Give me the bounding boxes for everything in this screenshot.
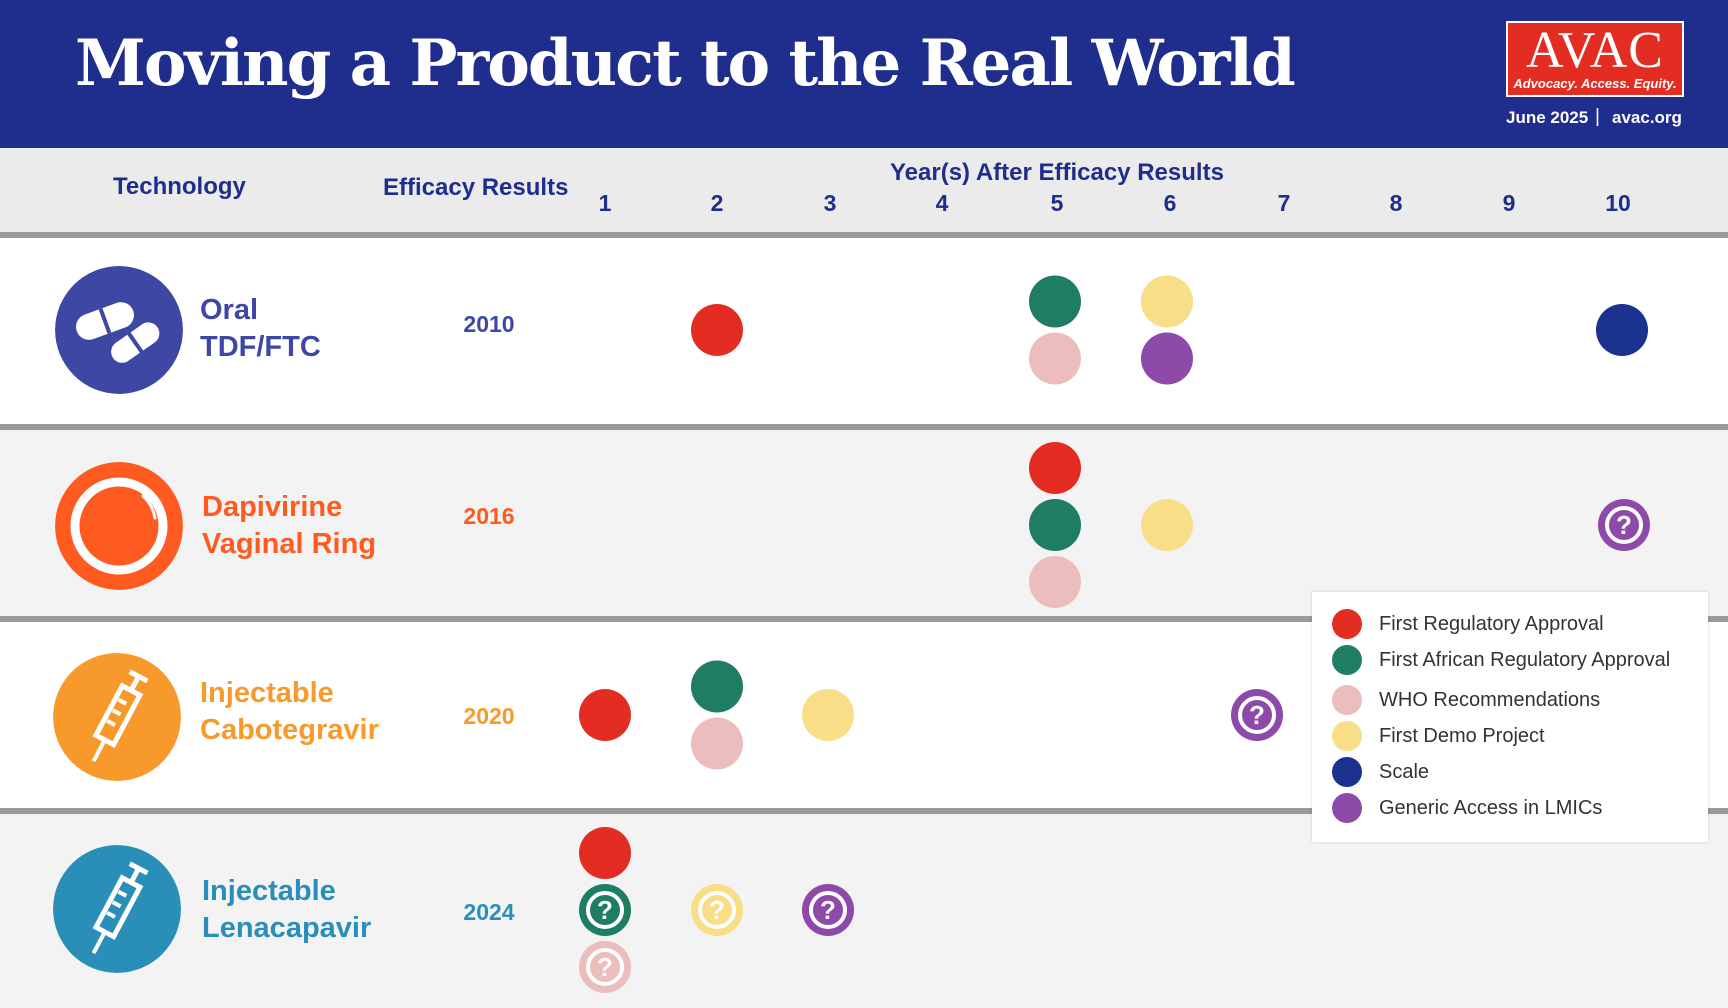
header-banner: Moving a Product to the Real World AVAC … [0, 0, 1728, 148]
technology-name-line: TDF/FTC [200, 331, 321, 363]
legend-swatch [1332, 685, 1362, 715]
legend-item: First Regulatory Approval [1332, 606, 1712, 642]
row-divider [0, 616, 1728, 622]
efficacy-year: 2024 [463, 899, 515, 925]
year-tick-label: 5 [1050, 190, 1064, 216]
column-header-bar: Technology Efficacy Results Year(s) Afte… [0, 148, 1728, 232]
logo-tagline: Advocacy. Access. Equity. [1513, 76, 1677, 91]
legend-swatch [1332, 645, 1362, 675]
year-tick-label: 7 [1277, 190, 1291, 216]
technology-column-header: Technology [113, 173, 246, 200]
legend-label: WHO Recommendations [1379, 689, 1601, 711]
logo-name: AVAC [1526, 22, 1664, 79]
publication-date: June 2025 [1506, 108, 1589, 127]
legend-item: Generic Access in LMICs [1332, 790, 1712, 826]
legend-item: Scale [1332, 754, 1712, 790]
legend-item: WHO Recommendations [1332, 682, 1712, 718]
technology-name-line: Oral [200, 294, 259, 326]
year-tick-label: 9 [1502, 190, 1516, 216]
year-tick-label: 6 [1163, 190, 1177, 216]
efficacy-year: 2016 [463, 503, 515, 529]
row-divider [0, 424, 1728, 430]
year-tick-label: 10 [1605, 190, 1631, 216]
legend-swatch [1332, 757, 1362, 787]
row-dapivirine-ring [0, 430, 1728, 616]
technology-name-line: Cabotegravir [200, 714, 379, 746]
legend: First Regulatory Approval First African … [1312, 592, 1708, 842]
efficacy-year: 2010 [463, 311, 515, 337]
years-axis-title: Year(s) After Efficacy Results [890, 159, 1224, 186]
row-injectable-lenacapavir [0, 814, 1728, 1008]
legend-item: First African Regulatory Approval [1332, 642, 1712, 678]
technology-name-line: Injectable [200, 677, 334, 709]
legend-swatch [1332, 609, 1362, 639]
year-tick-label: 3 [823, 190, 837, 216]
year-tick-label: 4 [935, 190, 949, 216]
legend-swatch [1332, 793, 1362, 823]
row-oral-tdf-ftc [0, 238, 1728, 424]
syringe-icon [53, 845, 181, 973]
page-title: Moving a Product to the Real World [75, 26, 1296, 101]
syringe-icon [53, 653, 181, 781]
year-tick-label: 8 [1389, 190, 1403, 216]
legend-label: First Demo Project [1379, 725, 1545, 747]
row-divider [0, 808, 1728, 814]
technology-name-line: Injectable [202, 875, 336, 907]
efficacy-column-header: Efficacy Results [383, 174, 569, 201]
avac-logo: AVAC Advocacy. Access. Equity. [1506, 21, 1684, 97]
legend-label: First Regulatory Approval [1379, 613, 1604, 635]
year-tick-label: 2 [710, 190, 724, 216]
legend-item: First Demo Project [1332, 718, 1712, 754]
pills-icon [55, 266, 183, 394]
technology-name-line: Dapivirine [202, 491, 343, 523]
technology-name: Dapivirine Vaginal Ring [202, 489, 376, 563]
technology-name: Injectable Cabotegravir [200, 675, 379, 749]
website-link[interactable]: avac.org [1612, 108, 1682, 127]
technology-name: Oral TDF/FTC [200, 292, 321, 366]
legend-label: Scale [1379, 761, 1430, 783]
legend-swatch [1332, 721, 1362, 751]
header-separator: | [1595, 106, 1600, 127]
technology-name: Injectable Lenacapavir [202, 873, 371, 947]
ring-icon [55, 462, 183, 590]
efficacy-year: 2020 [463, 703, 515, 729]
technology-name-line: Vaginal Ring [202, 528, 377, 560]
row-divider [0, 232, 1728, 238]
legend-label: Generic Access in LMICs [1379, 797, 1603, 819]
legend-label: First African Regulatory Approval [1379, 649, 1671, 671]
year-tick-label: 1 [598, 190, 612, 216]
technology-name-line: Lenacapavir [202, 912, 372, 944]
